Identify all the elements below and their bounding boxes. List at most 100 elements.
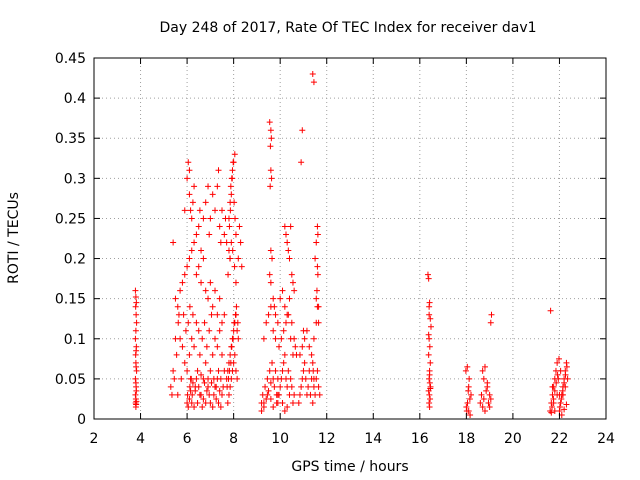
data-point [300, 367, 307, 374]
data-point [234, 375, 241, 382]
y-tick-label: 0.4 [64, 91, 86, 107]
data-point [214, 343, 221, 350]
data-point [426, 343, 433, 350]
data-point [478, 391, 485, 398]
data-point [267, 167, 274, 174]
data-point [214, 375, 221, 382]
data-point [187, 207, 194, 214]
data-point [547, 307, 554, 314]
data-point [177, 287, 184, 294]
data-point [210, 391, 217, 398]
data-point [427, 359, 434, 366]
data-point [208, 379, 215, 386]
x-tick-label: 6 [183, 431, 192, 447]
data-point [207, 399, 214, 406]
data-point [184, 175, 191, 182]
data-point [466, 375, 473, 382]
data-point [487, 395, 494, 402]
data-point [280, 359, 287, 366]
data-point [232, 311, 239, 318]
data-point [269, 255, 276, 262]
data-point [266, 271, 273, 278]
y-tick-label: 0.25 [55, 211, 86, 227]
data-point [426, 403, 433, 410]
data-point [132, 294, 139, 301]
data-point [262, 383, 269, 390]
data-point [133, 398, 140, 405]
data-point [264, 391, 271, 398]
data-point [272, 335, 279, 342]
data-point [283, 231, 289, 238]
data-point [221, 311, 228, 318]
data-point [468, 391, 475, 398]
plot-frame [93, 57, 607, 420]
data-point [563, 401, 570, 408]
data-point [486, 391, 493, 398]
data-point [296, 391, 303, 398]
data-point [564, 375, 571, 382]
data-point [195, 223, 202, 230]
data-point [308, 351, 315, 358]
data-point [192, 387, 199, 394]
data-point [271, 303, 278, 310]
data-point [185, 403, 192, 410]
data-point [301, 335, 308, 342]
data-point [283, 319, 289, 326]
data-point [238, 263, 245, 270]
data-point [465, 387, 472, 394]
data-point [481, 363, 488, 370]
data-point [209, 351, 216, 358]
data-point [229, 167, 236, 174]
data-point [276, 391, 283, 398]
data-point [236, 223, 243, 230]
data-point [205, 375, 212, 382]
data-point [305, 383, 312, 390]
data-point [267, 247, 274, 254]
data-point [219, 351, 225, 358]
data-point [278, 335, 285, 342]
data-point [295, 399, 302, 406]
data-point [172, 295, 179, 302]
x-tick-label: 2 [90, 431, 99, 447]
data-point [301, 359, 308, 366]
data-point [466, 395, 473, 402]
data-point [427, 385, 434, 392]
data-point [481, 407, 488, 414]
data-point [426, 299, 433, 306]
data-point [272, 367, 279, 374]
data-point [171, 375, 178, 382]
data-point [232, 215, 239, 222]
data-point [198, 279, 205, 286]
data-point [185, 319, 192, 326]
data-point [288, 271, 295, 278]
data-point [186, 255, 193, 262]
data-point [291, 287, 298, 294]
x-tick-label: 18 [457, 431, 475, 447]
data-point [554, 359, 561, 366]
data-point [225, 271, 232, 278]
data-point [229, 175, 236, 182]
data-point [193, 231, 200, 238]
data-point [217, 403, 224, 410]
data-point [426, 371, 433, 378]
data-point [231, 263, 238, 270]
data-point [237, 239, 244, 246]
data-point [191, 183, 198, 190]
data-point [426, 379, 433, 386]
data-point [464, 399, 471, 406]
data-point [425, 331, 432, 338]
data-point [231, 351, 238, 358]
data-point [559, 391, 566, 398]
data-point [306, 343, 313, 350]
x-tick-label: 20 [504, 431, 522, 447]
data-point [202, 359, 209, 366]
data-point [427, 315, 434, 322]
y-tick-label: 0 [77, 412, 86, 428]
x-tick-label: 22 [551, 431, 569, 447]
data-point [427, 395, 434, 402]
data-point [217, 239, 224, 246]
data-point [463, 407, 470, 414]
data-point [487, 319, 494, 326]
data-point [226, 255, 233, 262]
